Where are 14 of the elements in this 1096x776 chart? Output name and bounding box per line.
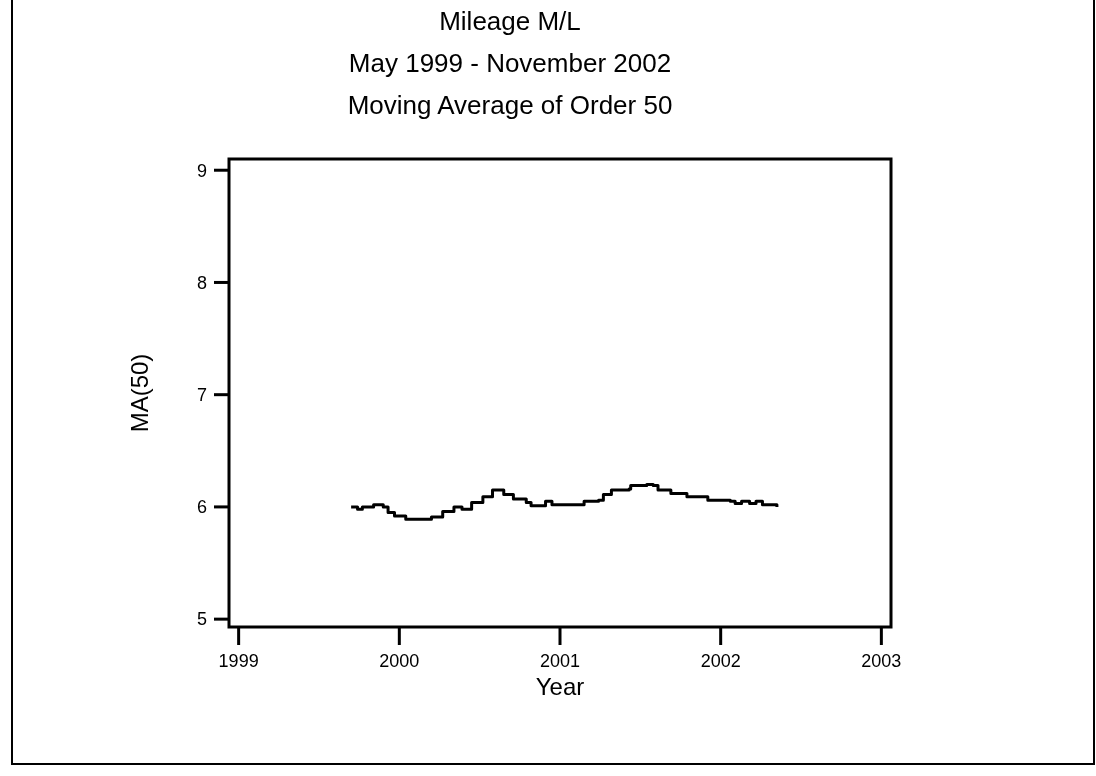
y-tick-label: 7 xyxy=(196,384,207,405)
chart-subtitle: May 1999 - November 2002 Moving Average of Order 50 xyxy=(347,48,673,120)
x-tick-label: 2003 xyxy=(861,651,902,671)
x-tick-label: 1999 xyxy=(218,651,259,671)
y-tick-label: 9 xyxy=(196,160,207,181)
x-axis-title: Year xyxy=(535,673,585,700)
y-tick-label: 8 xyxy=(196,272,207,293)
y-axis-title: MA(50) xyxy=(126,353,153,433)
chart-title: Mileage M/L xyxy=(439,6,581,36)
x-tick-label: 2002 xyxy=(700,651,741,671)
y-tick-label: 6 xyxy=(196,497,207,518)
x-tick-label: 2001 xyxy=(539,651,581,671)
x-tick-label: 2000 xyxy=(379,651,420,671)
y-tick-label: 5 xyxy=(196,609,207,630)
